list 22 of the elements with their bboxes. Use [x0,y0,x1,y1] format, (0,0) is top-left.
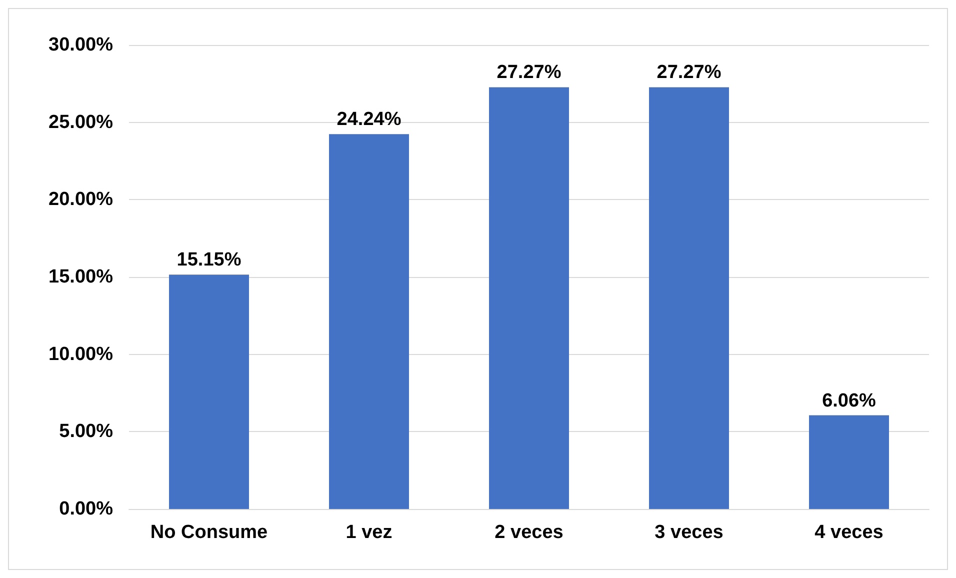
bar [169,274,249,509]
x-tick-label: 2 veces [494,522,564,543]
y-tick-label: 15.00% [48,266,114,288]
y-tick-label: 25.00% [48,112,114,133]
bar [489,87,569,509]
y-tick-label: 30.00% [48,34,114,56]
data-label: 6.06% [822,390,876,412]
x-tick-label: No Consume [150,522,268,543]
y-tick-label: 10.00% [48,344,114,365]
data-label: 27.27% [656,62,722,84]
data-label: 27.27% [496,62,562,84]
x-tick-label: 1 vez [346,522,392,543]
x-tick-label: 3 veces [654,522,724,543]
y-tick-label: 20.00% [48,189,114,210]
x-tick-label: 4 veces [814,522,884,543]
bar [649,87,729,509]
bar [809,415,889,509]
data-label: 15.15% [176,250,242,271]
y-tick-label: 5.00% [59,421,114,442]
data-label: 24.24% [336,109,402,130]
y-tick-label: 0.00% [59,498,114,520]
bar [329,134,409,509]
